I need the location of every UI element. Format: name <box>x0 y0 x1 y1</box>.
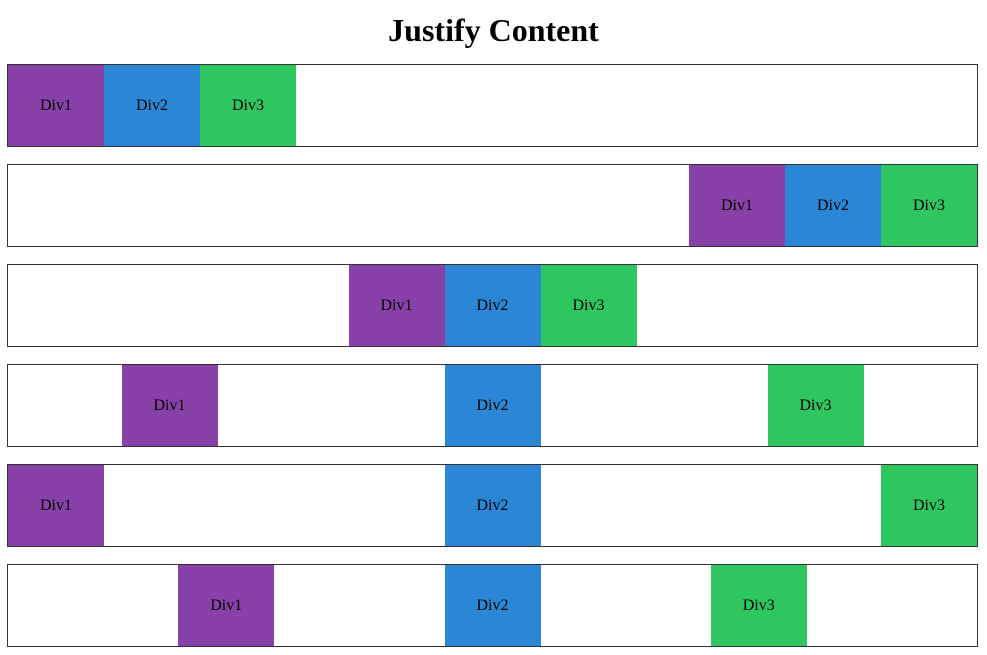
div2-box: Div2 <box>785 165 881 246</box>
div1-box: Div1 <box>689 165 785 246</box>
flex-row-space-between: Div1 Div2 Div3 <box>7 464 978 547</box>
div2-box: Div2 <box>444 565 541 646</box>
page-title: Justify Content <box>388 12 599 48</box>
div3-box: Div3 <box>710 565 807 646</box>
div1-box: Div1 <box>8 65 104 146</box>
div3-box: Div3 <box>540 265 637 346</box>
div1-box: Div1 <box>348 265 445 346</box>
div2-box: Div2 <box>444 265 541 346</box>
div2-box: Div2 <box>444 465 541 546</box>
flex-row-flex-end: Div1 Div2 Div3 <box>7 164 978 247</box>
div3-box: Div3 <box>881 165 977 246</box>
div3-box: Div3 <box>881 465 977 546</box>
div1-box: Div1 <box>8 465 104 546</box>
div2-box: Div2 <box>444 365 541 446</box>
div1-box: Div1 <box>178 565 275 646</box>
div3-box: Div3 <box>200 65 296 146</box>
div1-box: Div1 <box>121 365 218 446</box>
flex-row-center: Div1 Div2 Div3 <box>7 264 978 347</box>
flex-row-space-evenly: Div1 Div2 Div3 <box>7 564 978 647</box>
div2-box: Div2 <box>104 65 200 146</box>
flex-row-space-around: Div1 Div2 Div3 <box>7 364 978 447</box>
flex-row-flex-start: Div1 Div2 Div3 <box>7 64 978 147</box>
div3-box: Div3 <box>767 365 864 446</box>
